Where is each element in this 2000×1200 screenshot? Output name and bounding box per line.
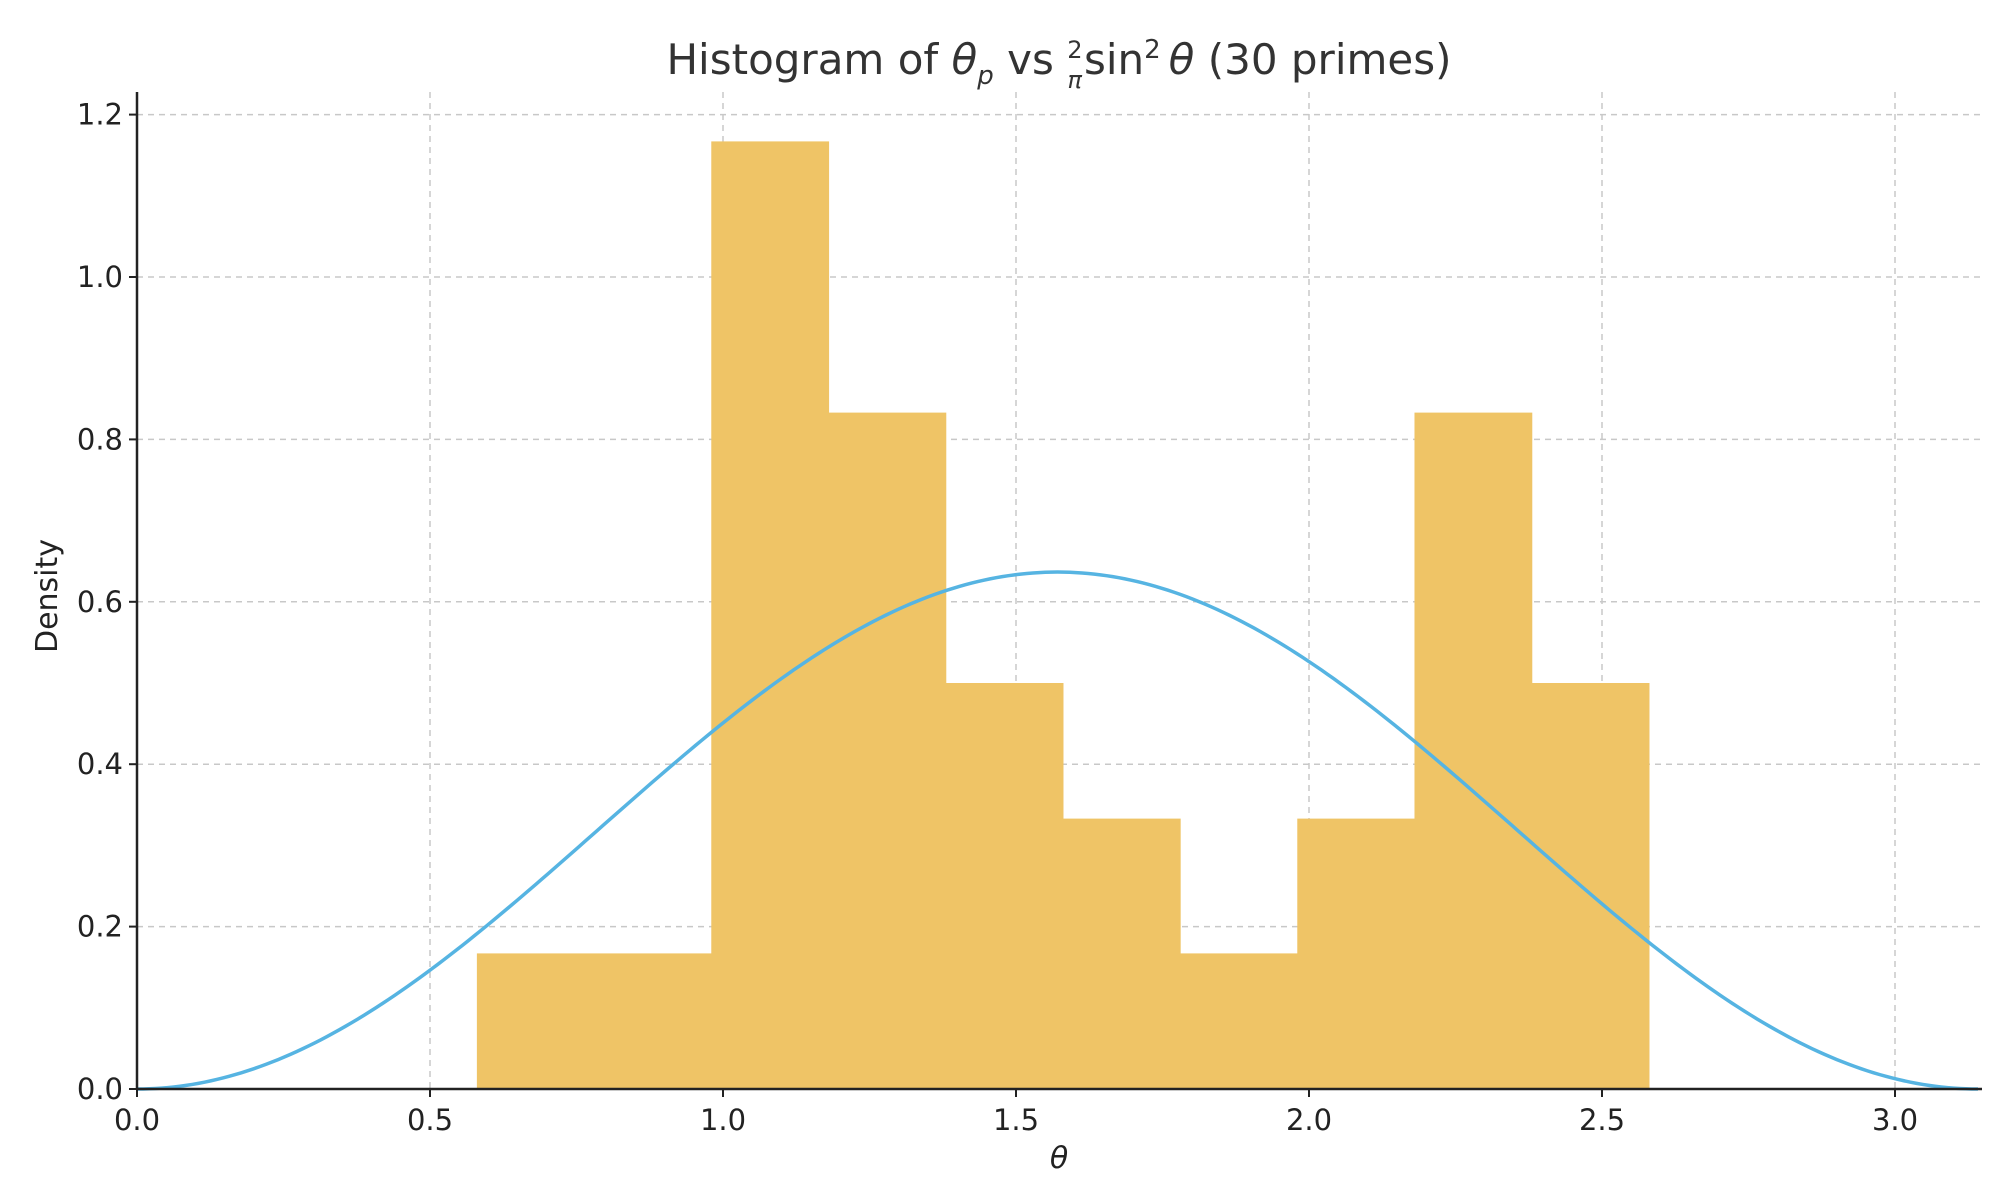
x-tick-label: 1.0 <box>700 1103 746 1137</box>
histogram-bar <box>1062 818 1181 1089</box>
histogram-bar <box>711 141 830 1089</box>
sin-squared-curve <box>136 570 1978 1091</box>
x-tick-label: 0.0 <box>114 1103 160 1137</box>
histogram-bar <box>476 953 712 1089</box>
histogram-bars <box>476 141 1650 1089</box>
y-tick-label: 1.0 <box>77 260 123 294</box>
chart-title: Histogram of θp vs 2 πsin2 θ (30 primes) <box>666 35 1451 94</box>
y-tick-label: 0.4 <box>77 747 123 781</box>
histogram-bar <box>1180 953 1298 1089</box>
y-tick-label: 1.2 <box>77 98 123 132</box>
histogram-bar <box>945 683 1064 1089</box>
y-ticks: 0.0 0.2 0.4 0.6 0.8 1.0 1.2 <box>77 98 137 1106</box>
histogram-bar <box>1531 683 1650 1089</box>
x-ticks: 0.0 0.5 1.0 1.5 2.0 2.5 3.0 <box>114 1089 1918 1137</box>
y-axis-label: Density <box>30 539 65 653</box>
y-tick-label: 0.0 <box>77 1072 123 1106</box>
y-tick-label: 0.6 <box>77 585 123 619</box>
axes <box>135 92 1982 1091</box>
y-tick-label: 0.2 <box>77 910 123 944</box>
histogram-bar <box>828 412 947 1089</box>
histogram-bar <box>1414 412 1533 1089</box>
density-curve <box>136 570 1978 1091</box>
x-tick-label: 0.5 <box>407 1103 453 1137</box>
x-tick-label: 3.0 <box>1872 1103 1918 1137</box>
y-tick-label: 0.8 <box>77 422 123 456</box>
histogram-bar <box>1297 818 1416 1089</box>
x-tick-label: 2.0 <box>1286 1103 1332 1137</box>
x-tick-label: 1.5 <box>993 1103 1039 1137</box>
x-axis-label: θ <box>1050 1141 1068 1176</box>
x-tick-label: 2.5 <box>1579 1103 1625 1137</box>
